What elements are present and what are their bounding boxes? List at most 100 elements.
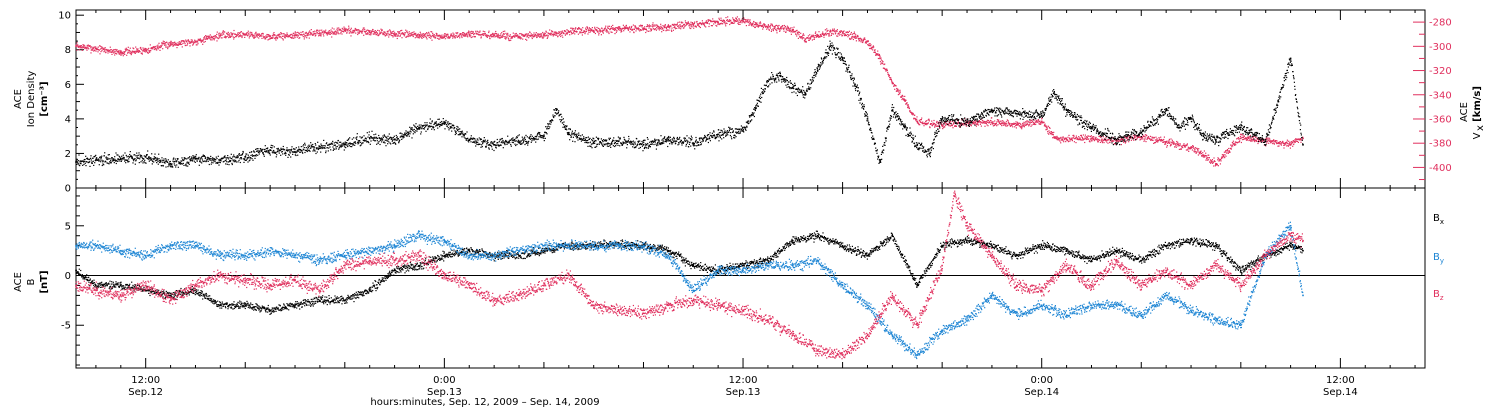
vx-point [751,23,753,25]
vx-point [421,34,423,36]
vx-point [821,33,823,35]
ion-density-point [85,165,87,167]
vx-point [124,48,126,50]
ion-density-point [195,154,197,156]
vx-point [816,33,818,35]
vx-point [1185,144,1187,146]
vx-point [846,31,848,33]
vx-point [678,25,680,27]
vx-point [1186,145,1188,147]
vx-point [741,18,743,20]
vx-point [773,28,775,30]
ion-density-point [187,162,189,164]
ion-density-point [195,156,197,158]
vx-point [914,114,916,116]
vx-point [333,32,335,34]
vx-point [720,17,722,19]
vx-point [162,42,164,44]
vx-point [453,36,455,38]
vx-point [313,32,315,35]
ion-density-point [266,150,268,152]
ion-density-point [118,160,120,162]
ion-density-point [388,141,390,143]
ion-density-point [420,124,422,126]
ion-density-point [331,142,333,144]
vx-point [845,34,847,36]
ion-density-point [450,123,452,125]
vx-point [126,54,128,56]
vx-point [1200,150,1202,152]
vx-point [584,31,586,33]
vx-point [301,34,303,36]
vx-point [159,49,161,51]
vx-point [497,37,499,39]
vx-point [1227,150,1229,152]
vx-point [767,26,769,28]
ion-density-point [251,158,253,160]
vx-point [1221,156,1223,158]
vx-point [1280,144,1282,146]
vx-point [597,31,599,33]
vx-point [248,32,250,34]
vx-point [1253,135,1255,137]
vx-point [986,120,988,122]
ion-density-point [431,120,433,122]
vx-point [869,47,871,50]
vx-point [1240,137,1242,140]
vx-point [520,33,522,35]
vx-point [421,37,423,39]
vx-point [422,33,424,35]
vx-point [951,124,953,126]
vx-point [323,32,325,34]
vx-point [945,124,947,126]
vx-point [860,38,862,40]
vx-point [349,29,351,31]
vx-point [401,29,403,31]
vx-point [233,29,235,32]
ion-density-point [246,153,248,155]
ion-density-point [190,159,192,161]
vx-point [300,31,302,33]
vx-point [659,28,661,30]
vx-point [510,37,512,39]
vx-point [583,31,585,33]
ion-density-point [335,148,337,150]
vx-point [275,39,277,41]
vx-point [302,31,304,33]
vx-point [114,52,116,54]
vx-point [361,32,363,34]
ion-density-point [165,166,167,168]
vx-point [739,21,741,23]
vx-point [1102,140,1104,142]
vx-point [852,36,854,38]
vx-point [728,19,730,21]
vx-point [471,36,473,38]
vx-point [1027,120,1029,122]
vx-point [1295,140,1297,142]
ion-density-point [76,158,78,160]
vx-point [378,33,380,35]
ion-density-point [100,156,102,159]
vx-point [354,27,356,30]
vx-point [861,38,863,40]
vx-point [455,32,457,34]
vx-point [1289,143,1292,146]
vx-point [1001,125,1003,127]
vx-point [1154,139,1156,141]
vx-point [421,33,423,35]
vx-point [1206,159,1208,161]
vx-point [1079,138,1081,141]
vx-point [674,26,676,29]
ion-density-point [211,158,213,160]
ion-density-point [93,156,95,158]
vx-point [830,34,832,36]
vx-point [712,18,714,20]
ion-density-point [300,146,302,148]
vx-point [597,27,599,29]
vx-point [1119,140,1121,142]
vx-point [151,48,153,50]
vx-point [1272,143,1274,145]
vx-point [209,38,211,40]
ion-density-point [118,158,120,161]
vx-point [215,37,217,39]
